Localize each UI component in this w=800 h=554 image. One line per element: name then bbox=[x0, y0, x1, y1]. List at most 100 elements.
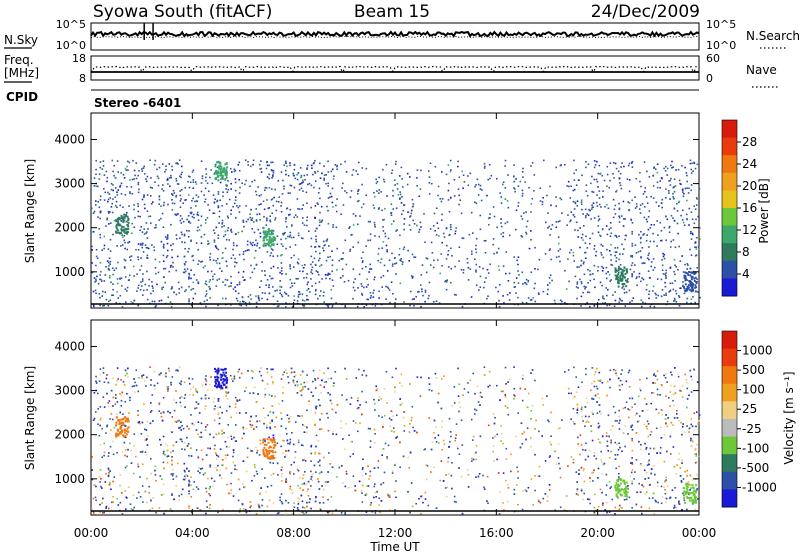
echo-point bbox=[678, 295, 680, 297]
echo-point bbox=[498, 513, 501, 515]
echo-point bbox=[297, 503, 300, 505]
echo-point bbox=[396, 229, 398, 231]
echo-point bbox=[318, 281, 321, 283]
echo-point bbox=[352, 213, 355, 215]
echo-point bbox=[600, 413, 602, 415]
echo-point bbox=[366, 298, 368, 301]
echo-point bbox=[306, 167, 308, 169]
echo-point bbox=[272, 161, 274, 164]
echo-point bbox=[369, 292, 372, 294]
echo-point bbox=[644, 190, 646, 193]
echo-point bbox=[218, 210, 221, 213]
echo-point bbox=[221, 226, 223, 228]
echo-point bbox=[592, 191, 595, 193]
echo-point bbox=[369, 239, 372, 241]
feature-point bbox=[265, 243, 268, 245]
feature-point bbox=[120, 229, 123, 232]
echo-point bbox=[653, 166, 655, 168]
echo-point bbox=[137, 463, 139, 465]
echo-point bbox=[646, 377, 648, 380]
echo-point bbox=[502, 295, 504, 297]
echo-point bbox=[252, 241, 254, 244]
echo-point bbox=[244, 302, 247, 304]
echo-point bbox=[685, 213, 688, 216]
echo-point bbox=[137, 181, 140, 184]
echo-point bbox=[172, 450, 174, 452]
velocity-scatter bbox=[91, 366, 701, 515]
feature-point bbox=[225, 168, 228, 171]
echo-point bbox=[500, 218, 502, 220]
echo-point bbox=[131, 193, 134, 195]
echo-point bbox=[303, 304, 306, 307]
echo-point bbox=[150, 195, 152, 197]
echo-point bbox=[649, 227, 652, 229]
echo-point bbox=[322, 502, 325, 504]
echo-point bbox=[238, 169, 241, 172]
echo-point bbox=[242, 221, 245, 223]
echo-point bbox=[475, 284, 478, 286]
echo-point bbox=[570, 392, 572, 395]
echo-point bbox=[472, 232, 474, 234]
echo-point bbox=[403, 204, 406, 206]
echo-point bbox=[636, 420, 639, 423]
echo-point bbox=[624, 445, 626, 448]
echo-point bbox=[204, 265, 206, 267]
echo-point bbox=[277, 267, 279, 269]
echo-point bbox=[282, 245, 284, 247]
echo-point bbox=[275, 209, 278, 212]
echo-point bbox=[630, 219, 633, 222]
echo-point bbox=[411, 416, 413, 419]
echo-point bbox=[356, 200, 359, 203]
echo-point bbox=[660, 502, 663, 505]
echo-point bbox=[120, 379, 122, 381]
echo-point bbox=[602, 295, 604, 298]
echo-point bbox=[210, 477, 213, 480]
echo-point bbox=[232, 254, 235, 256]
echo-point bbox=[243, 225, 245, 228]
echo-point bbox=[645, 196, 648, 198]
echo-point bbox=[549, 185, 551, 188]
echo-point bbox=[656, 378, 659, 381]
freq-unit-label: [MHz] bbox=[4, 66, 39, 80]
echo-point bbox=[174, 420, 177, 423]
echo-point bbox=[653, 167, 655, 169]
echo-point bbox=[589, 502, 591, 505]
echo-point bbox=[580, 466, 583, 469]
echo-point bbox=[618, 221, 621, 223]
echo-point bbox=[228, 239, 231, 241]
echo-point bbox=[302, 511, 304, 514]
echo-point bbox=[668, 192, 670, 194]
echo-point bbox=[112, 453, 115, 456]
echo-point bbox=[684, 166, 686, 169]
echo-point bbox=[592, 202, 595, 204]
echo-point bbox=[334, 164, 337, 166]
echo-point bbox=[317, 203, 319, 205]
echo-point bbox=[572, 214, 575, 216]
echo-point bbox=[441, 378, 443, 380]
echo-point bbox=[621, 383, 624, 386]
echo-point bbox=[168, 370, 171, 372]
echo-point bbox=[665, 239, 667, 241]
feature-point bbox=[619, 278, 622, 281]
echo-point bbox=[585, 160, 587, 163]
power-features bbox=[115, 160, 698, 293]
echo-point bbox=[521, 443, 524, 445]
echo-point bbox=[234, 265, 236, 268]
echo-point bbox=[206, 424, 209, 426]
echo-point bbox=[155, 224, 157, 226]
echo-point bbox=[489, 217, 491, 219]
echo-point bbox=[208, 190, 210, 193]
echo-point bbox=[277, 512, 280, 514]
echo-point bbox=[632, 297, 635, 299]
echo-point bbox=[479, 214, 482, 217]
echo-point bbox=[131, 178, 134, 181]
echo-point bbox=[631, 166, 634, 168]
echo-point bbox=[514, 190, 516, 193]
echo-point bbox=[103, 174, 106, 176]
feature-point bbox=[626, 279, 629, 282]
echo-point bbox=[332, 224, 334, 226]
echo-point bbox=[201, 458, 204, 461]
echo-point bbox=[640, 463, 642, 466]
feature-point bbox=[124, 214, 127, 217]
echo-point bbox=[547, 419, 549, 421]
